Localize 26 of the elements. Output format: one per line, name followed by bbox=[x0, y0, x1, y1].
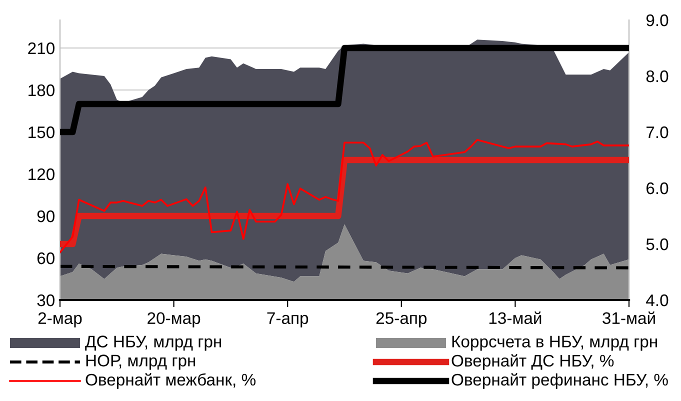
y-tick-label: 90 bbox=[37, 210, 54, 222]
y-tick-label: 150 bbox=[28, 126, 54, 138]
line-series bbox=[60, 138, 629, 254]
y2-tick-label: 9.0 bbox=[646, 14, 668, 26]
y-tick-label: 30 bbox=[37, 294, 54, 306]
y2-tick-label: 8.0 bbox=[646, 70, 668, 82]
x-tick-label: 7-апр bbox=[267, 312, 308, 328]
y2-tick-label: 4.0 bbox=[646, 294, 668, 306]
x-tick-label: 31-май bbox=[602, 312, 655, 324]
legend-label: Овернайт ДС НБУ, % bbox=[452, 354, 614, 370]
y2-tick-label: 6.0 bbox=[646, 182, 668, 194]
y2-tick-label: 7.0 bbox=[646, 126, 668, 138]
legend-label: ДС НБУ, млрд грн bbox=[85, 336, 222, 351]
y2-tick-label: 5.0 bbox=[646, 238, 668, 250]
x-tick-label: 20-мар bbox=[148, 312, 200, 328]
legend-label: НОР, млрд грн bbox=[86, 354, 196, 370]
x-tick-label: 25-апр bbox=[376, 312, 427, 328]
legend-label: Овернайт рефинанс НБУ, % bbox=[452, 373, 668, 389]
x-tick-label: 13-май bbox=[489, 312, 542, 324]
y-tick-label: 180 bbox=[28, 84, 54, 96]
y-tick-label: 120 bbox=[28, 168, 54, 180]
y-tick-label: 210 bbox=[28, 42, 54, 54]
y-tick-label: 60 bbox=[37, 252, 54, 264]
legend-label: Овернайт межбанк, % bbox=[86, 373, 256, 389]
legend-label: Коррсчета в НБУ, млрд грн bbox=[452, 336, 657, 351]
x-tick-label: 2-мар bbox=[38, 312, 82, 328]
